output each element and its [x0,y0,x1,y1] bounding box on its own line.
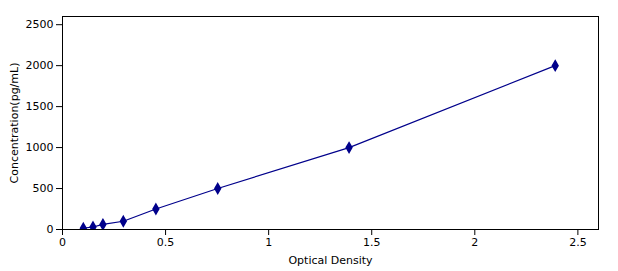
svg-text:Concentration(pg/mL): Concentration(pg/mL) [8,63,21,184]
svg-text:1.5: 1.5 [363,236,381,249]
svg-text:0: 0 [47,223,54,236]
svg-text:1000: 1000 [26,141,54,154]
svg-text:2: 2 [471,236,478,249]
svg-text:2.5: 2.5 [569,236,587,249]
svg-text:1: 1 [265,236,272,249]
svg-text:0.5: 0.5 [157,236,175,249]
svg-text:2500: 2500 [26,18,54,31]
svg-text:0: 0 [59,236,66,249]
svg-text:500: 500 [33,182,54,195]
svg-text:2000: 2000 [26,59,54,72]
svg-text:Optical Density: Optical Density [288,254,373,267]
svg-text:1500: 1500 [26,100,54,113]
